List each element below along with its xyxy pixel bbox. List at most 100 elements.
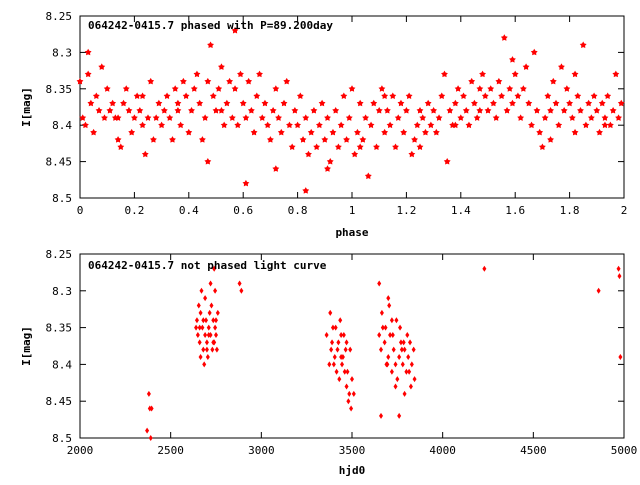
data-point	[196, 99, 204, 107]
y-tick-label: 8.35	[46, 83, 73, 96]
data-point	[506, 85, 514, 92]
data-point	[568, 114, 576, 121]
data-point	[349, 405, 354, 412]
data-point	[331, 361, 336, 368]
data-point	[337, 121, 345, 129]
data-point	[201, 317, 206, 324]
data-point	[406, 354, 411, 361]
data-point	[250, 128, 258, 136]
data-point	[98, 63, 106, 70]
x-tick-label: 1.2	[396, 204, 416, 217]
data-point	[468, 77, 476, 85]
data-point	[223, 99, 231, 107]
data-point	[313, 143, 321, 150]
data-point	[354, 128, 361, 136]
data-point	[427, 121, 435, 129]
data-point	[204, 77, 212, 85]
data-point	[392, 143, 399, 150]
data-point	[84, 70, 92, 78]
data-point	[215, 85, 223, 92]
data-point	[334, 368, 339, 375]
y-tick-label: 8.3	[52, 285, 72, 298]
data-point	[307, 128, 315, 136]
phased-light-curve-plot: 0 0.2 0.4 0.6 0.8 1 1.2 1.4 1.6 1.8 2 8.25 8.3 8.35 8.…	[20, 10, 627, 239]
data-point	[451, 99, 459, 107]
data-point	[389, 317, 394, 324]
data-point	[231, 26, 239, 34]
data-point	[188, 107, 195, 114]
data-point	[609, 107, 617, 114]
data-point	[206, 331, 211, 338]
data-point	[476, 85, 484, 92]
data-point	[503, 107, 511, 114]
data-point	[242, 114, 250, 121]
data-point	[302, 114, 310, 121]
data-point	[386, 354, 391, 361]
data-point	[408, 150, 416, 158]
data-point	[571, 70, 579, 78]
data-point	[397, 412, 402, 419]
x-tick-label: 2	[621, 204, 628, 217]
data-point	[275, 114, 282, 121]
data-point	[438, 92, 446, 99]
data-point	[141, 150, 149, 158]
x-tick-label: 0	[77, 204, 84, 217]
data-point	[247, 107, 255, 114]
x-tick-label: 4500	[520, 444, 547, 457]
x-tick-label: 0.4	[179, 204, 199, 217]
data-point	[256, 70, 263, 78]
data-point	[294, 121, 302, 129]
data-point	[596, 128, 603, 136]
data-point	[413, 121, 421, 129]
data-point	[302, 187, 310, 194]
data-point	[585, 99, 593, 107]
data-point	[197, 339, 202, 346]
data-point	[310, 107, 318, 114]
y-tick-label: 8.25	[46, 248, 73, 261]
data-point	[283, 77, 291, 85]
data-point	[547, 136, 554, 143]
data-point	[533, 107, 541, 114]
data-point	[500, 34, 508, 41]
data-point	[364, 172, 372, 180]
data-point	[109, 99, 117, 107]
data-point	[204, 317, 209, 324]
data-point	[577, 107, 584, 114]
data-point	[615, 114, 622, 121]
data-point	[174, 99, 182, 107]
data-point	[343, 136, 350, 143]
data-point	[174, 107, 182, 114]
data-point	[264, 121, 272, 129]
data-point	[519, 85, 527, 92]
data-point	[399, 346, 404, 353]
data-point	[454, 85, 462, 92]
data-point	[549, 77, 557, 85]
data-point	[266, 136, 274, 143]
data-point	[525, 99, 533, 107]
data-point	[601, 121, 609, 129]
x-tick-label: 3000	[248, 444, 275, 457]
data-point	[198, 354, 203, 361]
data-point	[147, 77, 155, 85]
data-point	[482, 265, 487, 272]
data-point	[446, 107, 454, 114]
data-point	[356, 99, 364, 107]
x-tick-label: 5000	[611, 444, 638, 457]
y-tick-label: 8.45	[46, 395, 73, 408]
data-point	[383, 107, 391, 114]
data-point	[237, 70, 244, 78]
data-point	[379, 412, 384, 419]
data-point	[242, 179, 250, 187]
data-point	[411, 136, 418, 143]
data-point	[158, 121, 166, 129]
data-point	[209, 92, 217, 99]
data-point	[566, 99, 574, 107]
data-point	[324, 114, 331, 121]
data-point	[76, 77, 84, 85]
data-point	[206, 324, 211, 331]
data-point	[606, 121, 614, 129]
data-point	[492, 114, 500, 121]
data-point	[558, 63, 565, 70]
y-tick-label: 8.5	[52, 192, 72, 205]
data-point	[432, 128, 440, 136]
